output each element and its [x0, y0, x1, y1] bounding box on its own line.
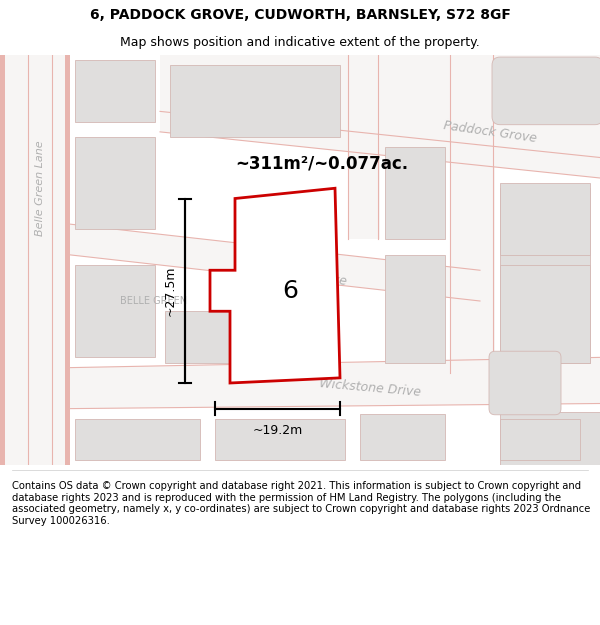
- Text: ~311m²/~0.077ac.: ~311m²/~0.077ac.: [235, 155, 408, 173]
- Polygon shape: [75, 419, 200, 460]
- Polygon shape: [65, 55, 70, 465]
- Text: 6: 6: [282, 279, 298, 302]
- Polygon shape: [500, 412, 600, 465]
- Polygon shape: [75, 60, 155, 122]
- Text: ~19.2m: ~19.2m: [253, 424, 302, 437]
- Polygon shape: [210, 188, 340, 383]
- Text: Map shows position and indicative extent of the property.: Map shows position and indicative extent…: [120, 36, 480, 49]
- Text: Wickstone Drive: Wickstone Drive: [319, 378, 421, 399]
- Text: Paddock Grove: Paddock Grove: [253, 262, 347, 288]
- Text: 6, PADDOCK GROVE, CUDWORTH, BARNSLEY, S72 8GF: 6, PADDOCK GROVE, CUDWORTH, BARNSLEY, S7…: [89, 8, 511, 22]
- Polygon shape: [450, 55, 495, 372]
- Polygon shape: [160, 55, 600, 178]
- Polygon shape: [500, 419, 580, 460]
- Text: ~27.5m: ~27.5m: [164, 266, 177, 316]
- FancyBboxPatch shape: [489, 351, 561, 415]
- Text: Contains OS data © Crown copyright and database right 2021. This information is : Contains OS data © Crown copyright and d…: [12, 481, 590, 526]
- Polygon shape: [75, 265, 155, 358]
- Polygon shape: [360, 414, 445, 460]
- Text: Belle Green Lane: Belle Green Lane: [35, 141, 45, 236]
- Polygon shape: [165, 311, 240, 362]
- Polygon shape: [0, 55, 70, 465]
- Polygon shape: [70, 224, 480, 301]
- Polygon shape: [0, 55, 5, 465]
- Polygon shape: [385, 255, 445, 362]
- Text: BELLE GREEN: BELLE GREEN: [120, 296, 187, 306]
- Text: Paddock Grove: Paddock Grove: [442, 119, 538, 145]
- Polygon shape: [215, 419, 345, 460]
- FancyBboxPatch shape: [492, 57, 600, 125]
- Polygon shape: [70, 357, 600, 409]
- Polygon shape: [348, 55, 380, 239]
- Polygon shape: [500, 188, 590, 362]
- Polygon shape: [170, 65, 340, 137]
- Polygon shape: [500, 183, 590, 255]
- Polygon shape: [385, 148, 445, 239]
- Polygon shape: [75, 137, 155, 229]
- Polygon shape: [500, 265, 590, 362]
- Polygon shape: [500, 65, 600, 116]
